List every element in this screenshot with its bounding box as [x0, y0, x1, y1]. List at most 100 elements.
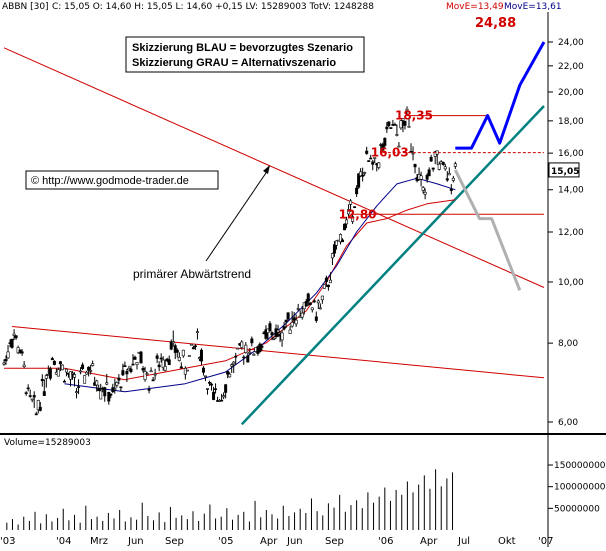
price-candle — [77, 386, 81, 388]
price-candle — [151, 379, 155, 382]
price-candle — [125, 371, 129, 375]
price-candle — [272, 337, 276, 340]
price-candle — [220, 399, 224, 402]
price-candle — [193, 345, 197, 348]
price-candle — [373, 157, 377, 159]
price-candle — [97, 388, 101, 392]
price-candle — [312, 300, 316, 303]
price-candle — [304, 301, 308, 307]
price-candle — [28, 395, 32, 397]
price-candle — [224, 384, 228, 393]
x-tick-label: Apr — [260, 536, 278, 547]
price-candle — [326, 284, 330, 288]
price-candle — [443, 166, 447, 170]
price-candle — [371, 161, 375, 165]
price-candle — [62, 380, 66, 383]
price-candle — [409, 151, 413, 153]
price-candle — [330, 253, 334, 259]
price-candle — [42, 391, 46, 396]
price-candle — [276, 329, 280, 333]
price-candle — [316, 300, 320, 304]
volume-label: Volume=15289003 — [4, 438, 91, 448]
price-candle — [441, 162, 445, 165]
price-candle — [10, 338, 14, 348]
price-candle — [155, 355, 159, 359]
price-candle — [149, 370, 153, 373]
price-candle — [159, 357, 163, 360]
trendlines — [3, 47, 545, 426]
price-candle — [139, 351, 143, 364]
price-candle — [268, 323, 272, 332]
price-candle — [185, 369, 189, 372]
price-candle — [405, 108, 409, 111]
price-level-label: 18,35 — [395, 109, 433, 123]
price-candle — [270, 332, 274, 336]
price-candle — [56, 369, 60, 377]
x-tick-label: '03 — [0, 536, 15, 547]
price-candle — [451, 177, 455, 181]
price-candle — [389, 127, 393, 129]
price-candle — [403, 120, 407, 126]
price-candle — [208, 382, 212, 384]
price-levels: 18,35 16,03 12,80 24,88 — [339, 16, 544, 221]
legend-gray: Skizzierung GRAU = Alternativszenario — [132, 57, 336, 69]
price-candle — [222, 395, 226, 398]
price-candle — [363, 172, 367, 174]
price-candle — [328, 279, 332, 284]
price-candle — [153, 373, 157, 376]
scenario-blue-path — [455, 41, 546, 150]
price-candle — [399, 120, 403, 129]
price-candle — [44, 375, 48, 379]
price-candle — [206, 388, 210, 390]
price-candle — [38, 406, 42, 411]
x-tick-label: Jul — [457, 536, 470, 547]
price-candle — [355, 187, 359, 195]
price-candle — [250, 338, 254, 344]
legend-blue: Skizzierung BLAU = bevorzugtes Szenario — [132, 42, 353, 54]
price-tick-label: 22,00 — [558, 62, 584, 72]
current-price-label: 15,05 — [551, 167, 579, 177]
price-candle — [407, 126, 411, 128]
price-candle — [425, 174, 429, 180]
price-candle — [210, 383, 214, 386]
x-tick-label: Jun — [127, 536, 144, 547]
price-candle — [214, 388, 218, 391]
price-candle — [300, 312, 304, 318]
price-candle — [22, 364, 26, 368]
price-candle — [427, 169, 431, 177]
current-price-box — [548, 162, 580, 178]
price-candle — [95, 380, 99, 386]
price-bars — [2, 106, 457, 416]
lower-trend-line — [12, 326, 545, 379]
price-candle — [357, 173, 361, 188]
price-candle — [341, 239, 345, 243]
price-candle — [179, 366, 183, 369]
price-candle — [411, 152, 415, 155]
price-candle — [167, 359, 171, 366]
price-tick-label: 14,00 — [558, 186, 584, 196]
volume-tick-label: 100000000 — [554, 483, 606, 493]
price-candle — [308, 302, 312, 305]
price-candle — [177, 357, 181, 361]
price-tick-label: 8,00 — [558, 339, 578, 349]
price-candle — [89, 370, 93, 372]
price-candle — [385, 126, 389, 130]
price-candle — [334, 240, 338, 246]
volume-panel: Volume=15289003 150000000 100000000 5000000… — [4, 438, 606, 530]
price-candle — [359, 171, 363, 177]
price-candle — [437, 163, 441, 170]
price-candle — [383, 137, 387, 146]
price-candle — [445, 178, 449, 181]
price-candle — [365, 150, 369, 154]
price-candle — [60, 364, 64, 371]
price-candle — [117, 377, 121, 381]
x-tick-label: '04 — [56, 536, 71, 547]
price-candle — [143, 371, 147, 380]
price-candle — [230, 364, 234, 367]
price-candle — [351, 216, 355, 222]
price-candle — [292, 317, 296, 321]
price-candle — [343, 223, 347, 231]
price-candle — [242, 356, 246, 359]
price-candle — [195, 331, 199, 333]
price-candle — [109, 393, 113, 396]
